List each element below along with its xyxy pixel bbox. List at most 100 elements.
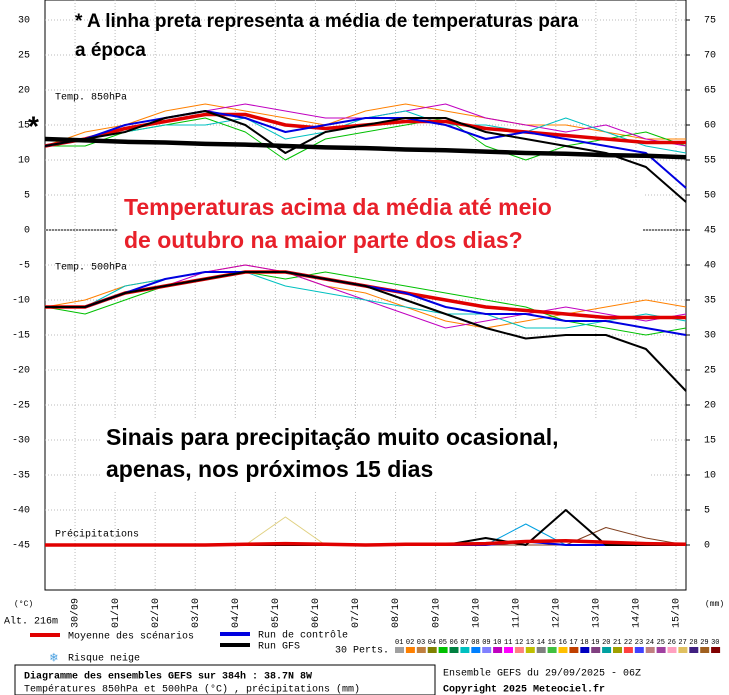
x-tick-label: 07/10: [350, 598, 362, 628]
series-line: [44, 103, 686, 147]
pert-number: 29: [700, 639, 708, 647]
series-line: [44, 110, 687, 189]
pert-chip: [700, 647, 710, 653]
legend-label: Run GFS: [258, 642, 300, 653]
y2-tick-label: 15: [704, 436, 716, 447]
pert-chip: [634, 647, 644, 653]
snow-label: Risque neige: [68, 653, 140, 665]
pert-number: 17: [569, 639, 577, 647]
pert-chip: [525, 647, 535, 653]
pert-chip: [536, 647, 546, 653]
pert-number: 12: [515, 639, 523, 647]
y2-tick-label: 30: [704, 331, 716, 342]
y-tick-label: -30: [12, 436, 30, 447]
panel-title: Temp. 500hPa: [55, 262, 127, 274]
series-line: [44, 136, 687, 160]
y-tick-label: 10: [18, 156, 30, 167]
pert-chip: [591, 647, 601, 653]
x-tick-label: 05/10: [270, 598, 282, 628]
y-tick-label: 25: [18, 51, 30, 62]
pert-number: 04: [428, 639, 436, 647]
y-tick-label: -40: [12, 506, 30, 517]
pert-number: 30: [711, 639, 719, 647]
perts-label: 30 Perts.: [335, 646, 389, 657]
footer-title: Diagramme des ensembles GEFS sur 384h : …: [24, 671, 312, 683]
pert-number: 13: [526, 639, 534, 647]
pert-number: 27: [678, 639, 686, 647]
panel-500: [44, 229, 687, 591]
y2-tick-label: 25: [704, 366, 716, 377]
x-tick-label: 08/10: [390, 598, 402, 628]
pert-number: 07: [460, 639, 468, 647]
pert-number: 26: [668, 639, 676, 647]
pert-chip: [580, 647, 590, 653]
pert-chip: [504, 647, 513, 653]
x-tick-label: 30/09: [70, 598, 82, 628]
x-tick-label: 09/10: [430, 598, 442, 628]
pert-number: 21: [613, 639, 621, 647]
y-tick-label: -15: [12, 331, 30, 342]
star: *: [28, 110, 39, 141]
series-line: [45, 539, 687, 547]
pert-chip: [427, 647, 437, 653]
y-tick-label: 5: [24, 191, 30, 202]
precip-note: apenas, nos próximos 15 dias: [106, 456, 433, 482]
headline: de outubro na maior parte dos dias?: [124, 227, 523, 253]
pert-chip: [569, 647, 579, 653]
series-line: [45, 271, 687, 329]
pert-chip: [613, 647, 622, 653]
pert-number: 14: [537, 639, 545, 647]
x-tick-label: 10/10: [470, 598, 482, 628]
pert-number: 08: [471, 639, 479, 647]
y-tick-label: -20: [12, 366, 30, 377]
y2-tick-label: 5: [704, 506, 710, 517]
pert-number: 06: [450, 639, 458, 647]
series-line: [44, 110, 687, 203]
pert-chip: [667, 647, 677, 653]
pert-chip: [645, 647, 655, 653]
pert-number: 24: [646, 639, 654, 647]
note: * A linha preta representa a média de te…: [75, 11, 579, 32]
pert-chip: [405, 647, 415, 653]
snow-icon: ❄: [49, 650, 58, 665]
pert-number: 11: [504, 639, 512, 647]
pert-number: 05: [439, 639, 447, 647]
y-tick-label: -10: [12, 296, 30, 307]
y-tick-label: -45: [12, 541, 30, 552]
x-tick-label: 12/10: [550, 598, 562, 628]
pert-chip: [416, 647, 426, 653]
panel-title: Précipitations: [55, 529, 139, 541]
x-tick-label: 02/10: [150, 598, 162, 628]
pert-number: 20: [602, 639, 610, 647]
x-tick-label: 01/10: [110, 598, 122, 628]
y-tick-label: 30: [18, 16, 30, 27]
pert-number: 15: [548, 639, 556, 647]
headline: Temperaturas acima da média até meio: [124, 194, 552, 220]
pert-number: 18: [580, 639, 588, 647]
headline-box: [118, 188, 643, 260]
x-tick-label: 03/10: [190, 598, 202, 628]
unit-label: (mm): [705, 600, 724, 609]
x-tick-label: 14/10: [631, 598, 643, 628]
x-tick-label: 15/10: [671, 598, 683, 628]
y2-tick-label: 50: [704, 191, 716, 202]
pert-chip: [711, 647, 721, 653]
pert-chip: [395, 647, 404, 653]
y-tick-label: 20: [18, 86, 30, 97]
pert-number: 10: [493, 639, 501, 647]
x-tick-label: 11/10: [510, 598, 522, 628]
y2-tick-label: 60: [704, 121, 716, 132]
y2-tick-label: 40: [704, 261, 716, 272]
x-tick-label: 06/10: [310, 598, 322, 628]
pert-chip: [689, 647, 699, 653]
pert-chip: [493, 647, 503, 653]
y2-tick-label: 55: [704, 156, 716, 167]
y2-tick-label: 10: [704, 471, 716, 482]
legend-label: Moyenne des scénarios: [68, 631, 194, 643]
y2-tick-label: 75: [704, 16, 716, 27]
pert-chip: [514, 647, 524, 653]
pert-number: 02: [406, 639, 414, 647]
footer-run: Ensemble GEFS du 29/09/2025 - 06Z: [443, 668, 641, 680]
pert-chip: [471, 647, 481, 653]
